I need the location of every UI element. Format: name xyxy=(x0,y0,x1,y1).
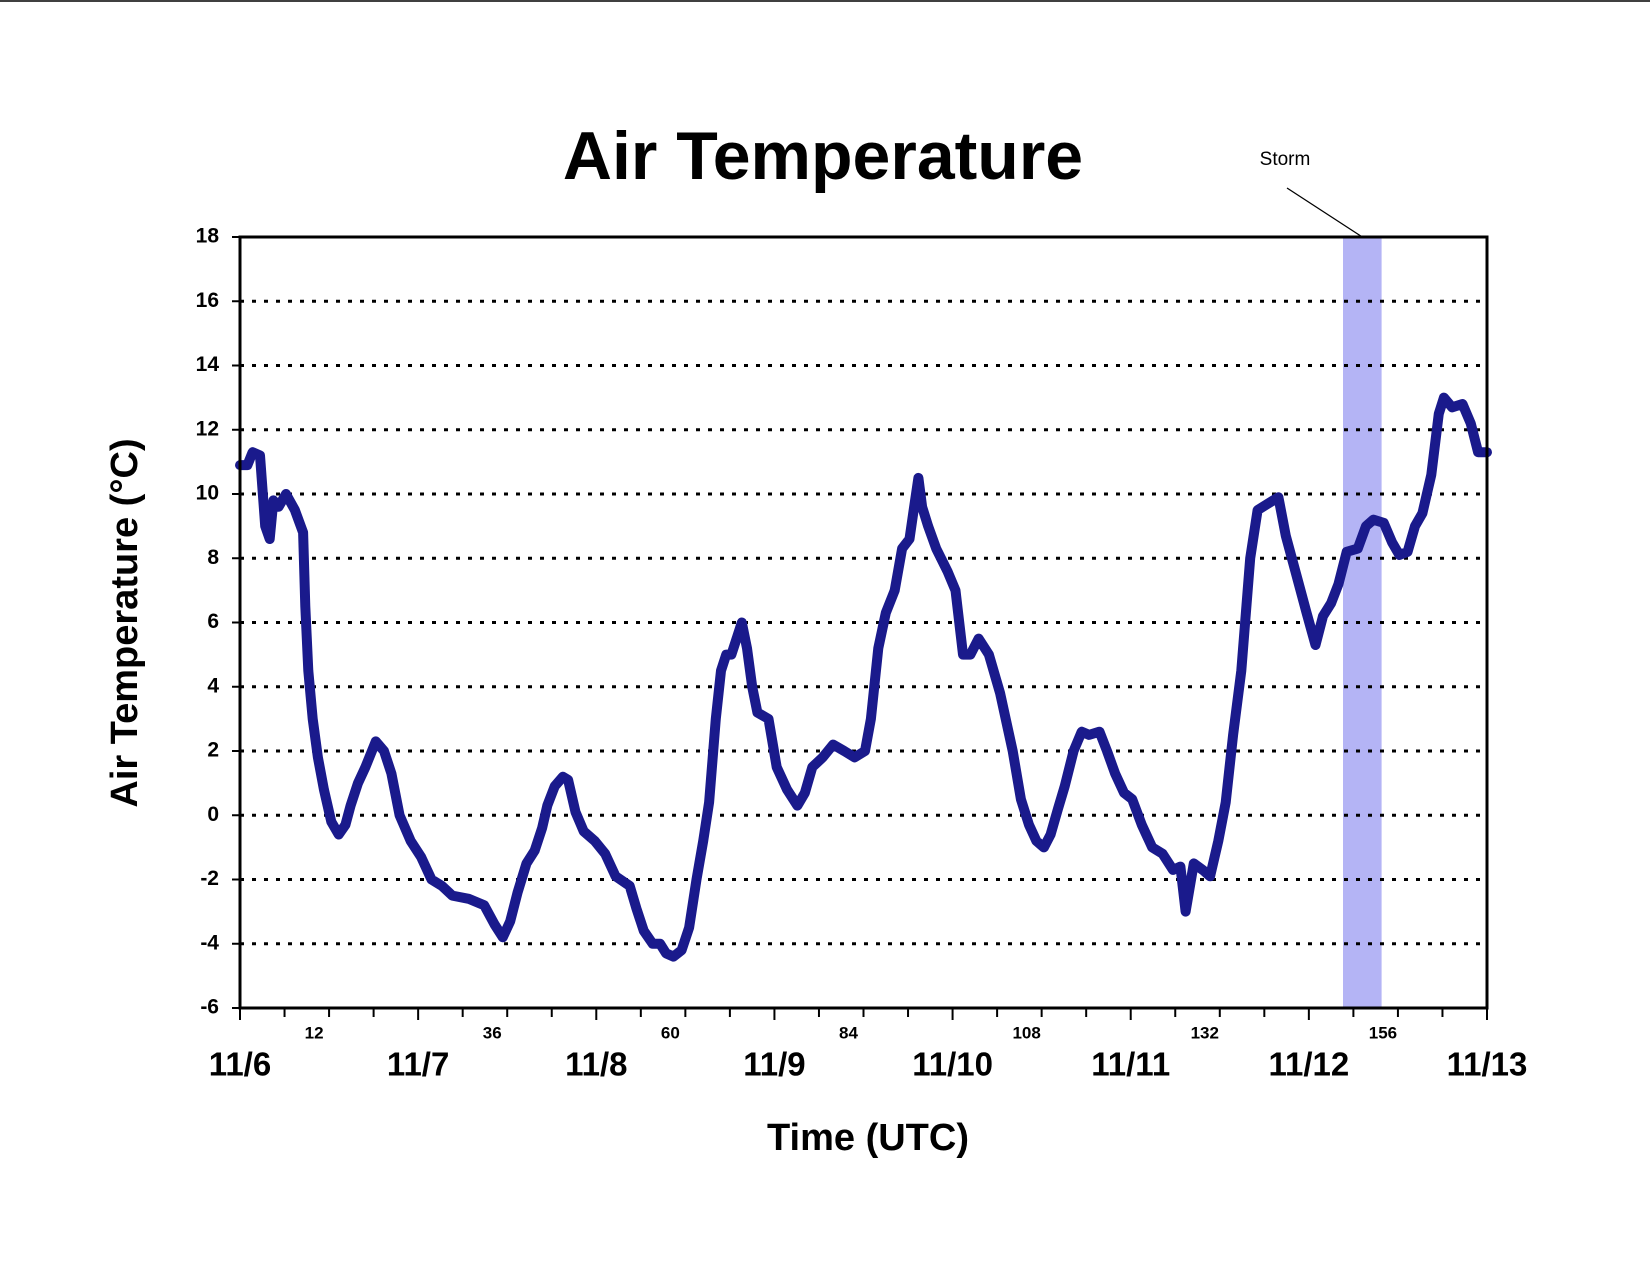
x-tick-label: 11/13 xyxy=(1447,1046,1528,1083)
y-tick-label: 18 xyxy=(196,225,220,248)
y-tick-label: 2 xyxy=(207,739,219,762)
y-tick-label: 16 xyxy=(196,289,219,312)
x-tick-label: 11/9 xyxy=(743,1046,805,1083)
y-tick-label: -6 xyxy=(200,996,219,1019)
y-tick-label: 8 xyxy=(207,546,219,569)
y-tick-label: 6 xyxy=(207,610,219,633)
storm-label: Storm xyxy=(1260,149,1311,170)
x-tick-label: 60 xyxy=(661,1023,680,1042)
x-tick-label: 11/6 xyxy=(209,1046,271,1083)
y-tick-label: 4 xyxy=(207,674,219,697)
y-tick-label: -4 xyxy=(200,931,219,954)
plot-frame xyxy=(238,235,1489,1010)
x-tick-label: 36 xyxy=(483,1023,502,1042)
y-tick-label: 12 xyxy=(196,417,219,440)
y-tick-label: 0 xyxy=(207,803,219,826)
temperature-line xyxy=(235,392,1492,962)
y-axis-label: Air Temperature (°C) xyxy=(104,438,146,807)
chart-title: Air Temperature xyxy=(563,118,1083,194)
storm-band xyxy=(1343,237,1382,1008)
y-tick-label: 10 xyxy=(196,482,219,505)
x-tick-label: 11/11 xyxy=(1091,1046,1170,1083)
x-tick-label: 11/12 xyxy=(1268,1046,1349,1083)
x-tick-label: 156 xyxy=(1369,1023,1397,1042)
y-tick-label: -2 xyxy=(200,867,219,890)
x-tick-label: 11/8 xyxy=(565,1046,627,1083)
x-tick-label: 132 xyxy=(1191,1023,1219,1042)
x-axis-label: Time (UTC) xyxy=(767,1117,969,1159)
x-tick-label: 11/7 xyxy=(387,1046,449,1083)
x-tick-label: 108 xyxy=(1012,1023,1040,1042)
x-tick-label: 84 xyxy=(839,1023,858,1042)
x-tick-label: 12 xyxy=(305,1023,324,1042)
x-tick-label: 11/10 xyxy=(912,1046,993,1083)
y-tick-label: 14 xyxy=(196,353,220,376)
storm-leader xyxy=(1286,187,1363,238)
